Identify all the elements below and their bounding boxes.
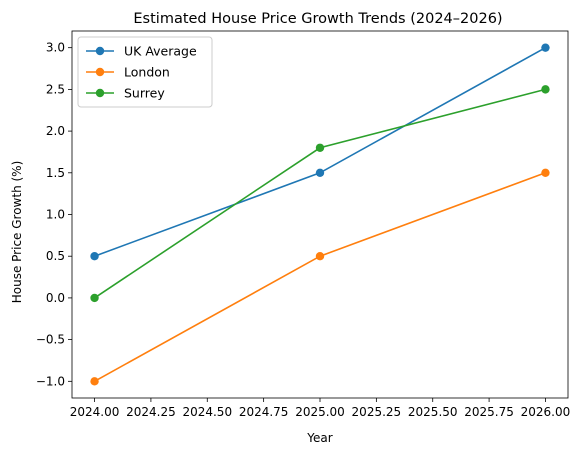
chart-title: Estimated House Price Growth Trends (202… xyxy=(133,11,502,27)
legend-label: UK Average xyxy=(124,44,197,59)
legend-marker xyxy=(95,46,105,56)
data-point-surrey xyxy=(90,293,99,303)
series-line-london xyxy=(94,172,546,383)
y-tick-label: 2.5 xyxy=(46,82,65,96)
x-tick-label: 2025.00 xyxy=(295,405,345,419)
y-tick-label: −1.0 xyxy=(36,374,65,388)
data-point-london xyxy=(541,168,550,177)
x-tick-label: 2025.25 xyxy=(352,405,402,419)
data-point-surrey xyxy=(315,143,325,152)
legend-label: Surrey xyxy=(124,86,165,101)
y-tick-label: 0.5 xyxy=(46,249,65,263)
plot-frame xyxy=(71,30,569,399)
x-tick-label: 2024.50 xyxy=(182,405,232,419)
legend-marker xyxy=(95,67,105,77)
data-point-uk-average xyxy=(541,43,550,52)
series-line-surrey xyxy=(94,88,546,299)
x-axis-label: Year xyxy=(306,431,332,445)
legend-box xyxy=(77,36,213,108)
x-tick-label: 2025.75 xyxy=(464,405,514,419)
series-london xyxy=(90,168,550,386)
data-point-london xyxy=(90,377,99,386)
data-point-uk-average xyxy=(90,252,99,261)
x-tick-label: 2024.75 xyxy=(239,405,289,419)
y-tick-label: 2.0 xyxy=(46,124,65,138)
legend: UK Average London Surrey xyxy=(77,36,213,108)
y-axis-label: House Price Growth (%) xyxy=(10,161,24,304)
data-point-surrey xyxy=(541,85,550,94)
series-group xyxy=(90,43,550,386)
legend-item-london: London xyxy=(86,65,170,80)
x-tick-label: 2024.25 xyxy=(126,405,176,419)
axis-ticks: 2024.00 2024.25 2024.50 2024.75 2025.00 2025.… xyxy=(36,41,570,419)
series-uk-average xyxy=(90,43,550,261)
y-tick-label: 1.0 xyxy=(46,208,65,222)
legend-marker xyxy=(95,88,105,98)
y-tick-label: 0.0 xyxy=(46,291,65,305)
data-point-uk-average xyxy=(315,168,325,177)
x-tick-label: 2025.50 xyxy=(408,405,458,419)
data-point-london xyxy=(315,252,325,261)
legend-label: London xyxy=(124,65,170,80)
x-tick-label: 2024.00 xyxy=(70,405,120,419)
series-surrey xyxy=(90,85,550,303)
y-tick-label: 1.5 xyxy=(46,166,65,180)
legend-item-uk-average: UK Average xyxy=(86,44,197,59)
legend-item-surrey: Surrey xyxy=(86,86,165,101)
y-tick-label: 3.0 xyxy=(46,41,65,55)
y-tick-label: −0.5 xyxy=(36,333,65,347)
x-tick-label: 2026.00 xyxy=(521,405,571,419)
